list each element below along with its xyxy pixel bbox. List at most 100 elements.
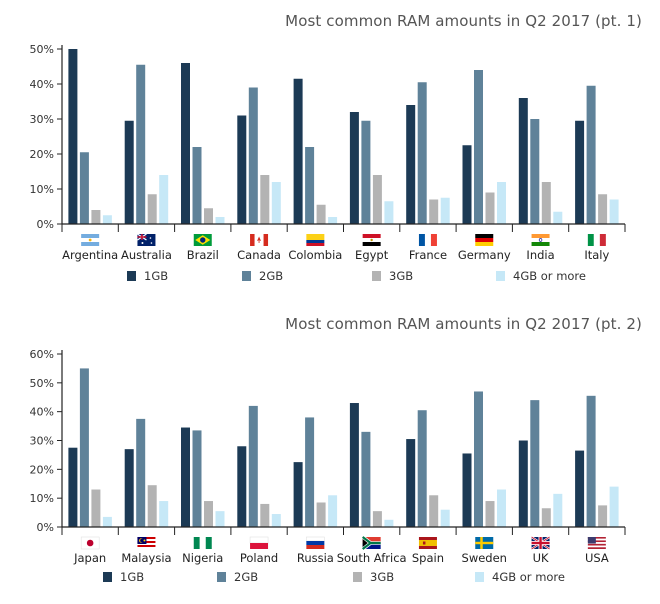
legend-label-4gb-or-more: 4GB or more (513, 269, 586, 283)
bar-brazil-1gb (181, 63, 190, 224)
bar-uk-1gb (518, 440, 528, 527)
nigeria-flag-icon (193, 537, 212, 549)
bar-colombia-3gb (316, 204, 326, 224)
bar-germany-3gb (485, 192, 495, 224)
bar-italy-1gb (575, 120, 585, 224)
bar-nigeria-1gb (181, 427, 190, 527)
bar-spain-2gb (417, 410, 427, 527)
y-tick-label: 50% (30, 377, 54, 390)
bar-usa-1gb (575, 450, 585, 527)
bar-canada-1gb (237, 115, 247, 224)
bars (61, 49, 619, 232)
malaysia-flag-icon (137, 537, 156, 549)
bar-sweden-1gb (462, 453, 472, 527)
france-flag-icon (418, 234, 437, 246)
y-tick-label: 0% (37, 521, 54, 534)
legend-swatch-4gb-or-more (496, 271, 505, 281)
bar-poland-3gb (260, 503, 270, 527)
y-tick-label: 30% (30, 113, 54, 126)
bar-canada-2gb (248, 87, 258, 224)
bar-colombia-4gb-or-more (328, 217, 338, 224)
x-tick-label: USA (585, 551, 609, 565)
bar-uk-2gb (530, 400, 540, 527)
bar-egypt-2gb (361, 120, 371, 224)
bar-south-africa-4gb-or-more (384, 519, 394, 527)
bar-germany-2gb (474, 70, 483, 224)
x-tick-label: Russia (297, 551, 334, 565)
uk-flag-icon (530, 536, 551, 550)
x-tick-label: Poland (240, 551, 278, 565)
x-tick-label: Nigeria (182, 551, 223, 565)
south-africa-flag-icon (361, 535, 381, 551)
x-tick-label: Spain (412, 551, 444, 565)
x-tick-label: Sweden (462, 551, 507, 565)
bar-australia-2gb (136, 64, 146, 224)
y-tick-label: 40% (30, 406, 54, 419)
bar-nigeria-3gb (204, 501, 213, 527)
legend: 1GB 2GB 3GB 4GB or more (127, 269, 586, 283)
bar-south-africa-1gb (349, 403, 359, 527)
x-tick-label: Japan (73, 551, 106, 565)
bar-nigeria-4gb-or-more (215, 511, 225, 527)
colombia-flag-icon (306, 234, 325, 246)
bar-usa-3gb (598, 505, 608, 527)
bar-sweden-4gb-or-more (497, 489, 506, 527)
legend-label-3gb: 3GB (370, 570, 394, 584)
bar-russia-3gb (316, 502, 326, 527)
bar-nigeria-2gb (192, 430, 202, 527)
bar-argentina-2gb (79, 152, 89, 224)
x-tick-label: Canada (237, 248, 281, 262)
bar-italy-4gb-or-more (609, 199, 619, 224)
y-tick-label: 20% (30, 148, 54, 161)
bar-sweden-2gb (474, 391, 483, 527)
bar-usa-2gb (586, 395, 596, 527)
y-tick-label: 20% (30, 463, 54, 476)
egypt-flag-icon (362, 234, 381, 246)
bar-south-africa-2gb (361, 431, 371, 527)
russia-flag-icon (306, 536, 325, 549)
y-tick-label: 50% (30, 43, 54, 56)
legend-label-1gb: 1GB (120, 570, 144, 584)
bar-malaysia-3gb (147, 485, 157, 527)
y-axis: 0% 10% 20% 30% 40% 50% 60% (30, 348, 62, 534)
bar-uk-3gb (541, 508, 551, 527)
bar-canada-3gb (260, 175, 270, 224)
india-flag-icon (531, 234, 550, 246)
usa-flag-icon (587, 537, 606, 549)
bar-malaysia-4gb-or-more (159, 501, 169, 527)
y-tick-label: 60% (30, 348, 54, 361)
bar-india-3gb (541, 182, 551, 224)
y-tick-label: 10% (30, 183, 54, 196)
x-tick-label: Germany (458, 248, 511, 262)
bar-chart-pt1: 0% 10% 20% 30% 40% 50% Argentina Australia Brazi… (30, 43, 626, 283)
bar-france-1gb (406, 105, 416, 224)
bar-usa-4gb-or-more (609, 486, 619, 527)
bar-spain-4gb-or-more (440, 509, 450, 527)
bar-germany-1gb (462, 145, 472, 224)
bar-france-2gb (417, 82, 427, 224)
x-tick-label: UK (533, 551, 549, 565)
bar-japan-3gb (91, 489, 101, 527)
x-tick-label: Argentina (62, 248, 118, 262)
legend-label-4gb-or-more: 4GB or more (492, 570, 565, 584)
bar-japan-1gb (68, 447, 78, 527)
bar-brazil-4gb-or-more (215, 217, 225, 224)
legend-swatch-3gb (372, 271, 381, 281)
bar-japan-4gb-or-more (102, 516, 112, 527)
x-tick-label: Colombia (288, 248, 342, 262)
bar-egypt-4gb-or-more (384, 201, 394, 224)
bar-spain-1gb (406, 439, 416, 527)
x-tick-label: Brazil (187, 248, 219, 262)
canada-flag-icon (250, 234, 269, 246)
x-tick-label: Italy (584, 248, 609, 262)
australia-flag-icon (137, 233, 156, 246)
bar-poland-4gb-or-more (271, 514, 281, 527)
y-tick-label: 40% (30, 78, 54, 91)
bars (61, 368, 619, 535)
bar-russia-1gb (293, 462, 303, 527)
bar-russia-4gb-or-more (328, 495, 338, 527)
bar-argentina-3gb (91, 210, 101, 224)
bar-colombia-2gb (305, 147, 315, 224)
legend: 1GB 2GB 3GB 4GB or more (103, 570, 565, 584)
bar-japan-2gb (79, 368, 89, 527)
